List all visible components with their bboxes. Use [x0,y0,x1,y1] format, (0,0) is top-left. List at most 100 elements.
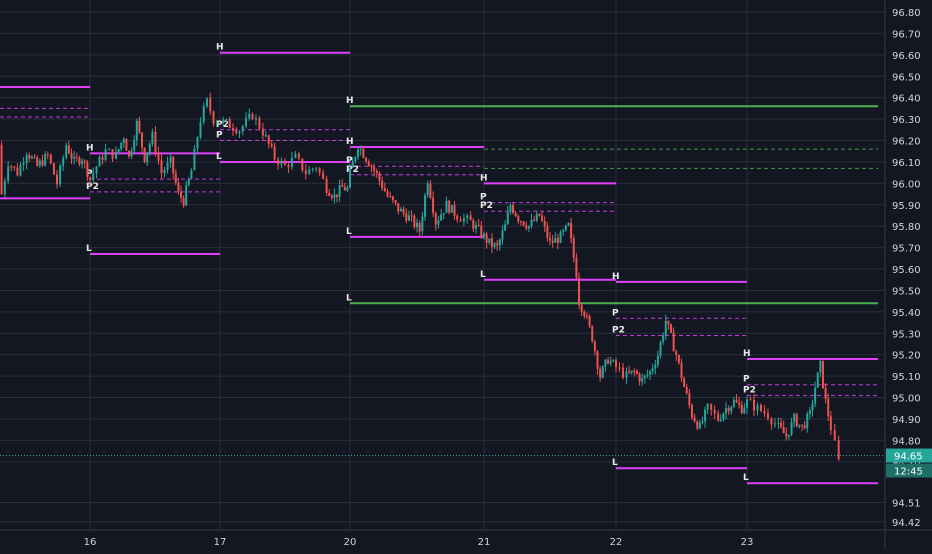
level-label: P2 [743,385,756,395]
x-tick-label: 20 [344,537,357,548]
candle-body [212,111,215,124]
level-label: L [216,152,222,162]
candle-body [375,170,378,173]
current-price-label: 94.65 [894,452,923,463]
candle-body [635,371,638,374]
candle-body [117,149,120,152]
candle-body [445,200,448,213]
candle-body [824,387,827,399]
level-label: L [743,473,749,483]
candle-body [75,156,78,158]
candle-body [343,186,346,191]
candle-body [777,422,780,424]
candle-body [827,398,830,417]
candle-body [498,239,501,246]
candle-body [378,172,381,181]
candle-body [424,195,427,217]
level-label: P [86,169,93,179]
candle-body [719,419,722,421]
candle-body [92,173,95,180]
candle-body [333,194,336,198]
candle-body [166,162,169,170]
candle-body [490,238,493,247]
candle-body [141,132,143,148]
candle-body [746,399,748,408]
candle-body [732,400,735,407]
candle-body [554,237,557,243]
candle-body [351,161,354,168]
candle-body [225,119,228,121]
level-label: H [216,43,224,53]
candle-body [509,205,512,213]
candle-body [38,160,41,166]
candle-body [506,212,509,225]
candle-body [609,361,612,364]
candle-body [638,373,641,382]
level-label: P2 [346,165,359,175]
candle-body [70,153,73,159]
candle-body [833,430,836,441]
candle-body [829,416,832,431]
candle-body [261,128,264,136]
candle-body [727,408,730,412]
x-tick-label: 23 [741,537,754,548]
candle-body [793,414,796,422]
candle-body [628,371,631,373]
candle-body [740,404,743,414]
y-tick-label: 95.60 [892,265,921,276]
candle-body [290,157,293,168]
candle-body [543,220,546,227]
candle-body [735,400,738,403]
candle-body [649,371,652,375]
candle-body [654,364,657,369]
candle-body [680,362,683,379]
candle-body [193,148,196,171]
candle-body [199,121,202,138]
candle-body [322,172,325,179]
candle-body [646,374,649,376]
candle-body [630,370,633,373]
y-tick-label: 95.20 [892,351,921,362]
candle-body [564,225,567,231]
candle-body [115,151,117,159]
y-tick-label: 94.80 [892,436,921,447]
candle-body [308,169,311,175]
candle-body [730,406,733,412]
candle-body [177,182,180,192]
candle-body [556,237,559,243]
candle-body [354,156,357,162]
candle-body [448,200,451,213]
candle-body [416,222,418,227]
candle-body [78,157,81,165]
candle-body [780,422,783,428]
candle-body [59,165,62,185]
level-label: H [612,272,620,282]
candle-body [752,399,755,411]
candle-body [381,180,384,189]
candle-body [367,161,370,167]
candle-body [538,213,541,216]
bar-timer-badge [886,463,932,478]
candle-body [432,197,435,213]
candle-body [450,204,453,213]
candle-body [122,139,125,143]
candle-body [675,351,678,356]
candle-body [128,150,130,157]
candle-body [615,360,617,368]
candle-body [413,215,416,227]
candle-body [36,157,39,166]
candle-body [519,221,522,223]
candle-body [267,135,270,144]
candle-body [174,173,177,183]
candle-body [482,233,485,238]
candle-body [667,320,670,325]
candle-body [190,170,193,179]
y-tick-label: 94.42 [892,518,921,529]
candle-body [7,166,10,181]
candle-body [284,160,286,166]
candle-body [391,196,394,201]
candle-body [138,120,141,133]
